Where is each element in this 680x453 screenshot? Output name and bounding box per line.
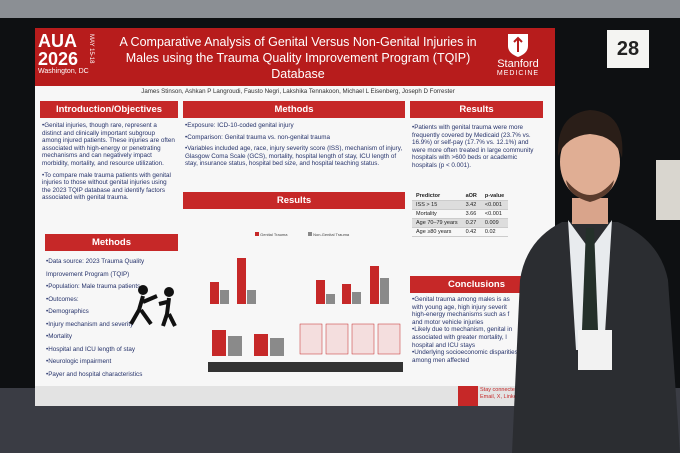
list-item: •Injury mechanism and severity xyxy=(46,320,134,328)
institution-sub: MEDICINE xyxy=(496,70,540,77)
list-item: •Underlying socioeconomic disparities xyxy=(412,349,518,357)
list-item: •Payer and hospital characteristics xyxy=(46,370,143,378)
qr-text: Stay connected – scan Email, X, LinkedIn,… xyxy=(480,387,537,401)
authors: James Stinson, Ashkan P Langroudi, Faust… xyxy=(141,88,455,95)
table-row: Mortality 3.66 <0.001 xyxy=(412,209,509,219)
list-item: •Demographics xyxy=(46,308,89,315)
list-item: high-energy mechanisms such as f xyxy=(412,311,510,319)
section-heading: Introduction/Objectives xyxy=(40,101,178,118)
institution: Stanford MEDICINE xyxy=(486,32,550,77)
table-cell: ISS > 15 xyxy=(412,200,462,210)
poster-header xyxy=(35,28,555,86)
figure-icon xyxy=(129,285,177,327)
table-header: Predictor aOR p-value xyxy=(412,192,509,201)
list-item: hospital and ICU stays xyxy=(412,341,475,349)
legend-item: Non-Genital Trauma xyxy=(308,232,349,237)
list-item: •Data source: 2023 Trauma Quality Improv… xyxy=(46,258,145,278)
list-item: •Likely due to mechanism, genital in xyxy=(412,326,513,334)
poster-title: A Comparative Analysis of Genital Versus… xyxy=(119,35,477,81)
qr-line: Email, X, LinkedIn, and xyxy=(480,394,537,400)
table-cell: Mortality xyxy=(412,209,462,219)
qr-code xyxy=(458,386,478,406)
table-row: Age 70–79 years 0.27 0.009 xyxy=(412,218,509,228)
logo-dates: MAY 15-18 xyxy=(88,34,94,64)
next-poster xyxy=(656,160,680,220)
section-heading: Conclusions xyxy=(410,276,543,293)
table: Predictor aOR p-value ISS > 15 3.42 <0.001 Mor… xyxy=(412,192,509,237)
methods-list: •Data source: 2023 Trauma Quality Improv… xyxy=(46,256,178,381)
qr-line: Stay connected – scan xyxy=(480,387,536,393)
list-item: •Genital trauma among males is as xyxy=(412,296,510,303)
legend-label: Genital Trauma xyxy=(260,232,288,237)
table-cell: <0.001 xyxy=(480,200,509,210)
list-item: •Hospital and ICU length of stay xyxy=(46,345,136,353)
list-item: •Variables included age, race, injury se… xyxy=(185,145,403,168)
table-cell: Age 70–79 years xyxy=(412,218,462,228)
table-cell: 0.009 xyxy=(480,218,509,228)
logo-line: AUA xyxy=(38,31,77,51)
table-row: Age ≥80 years 0.42 0.02 xyxy=(412,227,509,237)
table-row: ISS > 15 3.42 <0.001 xyxy=(412,200,509,210)
list-item: •Neurologic impairment xyxy=(46,358,112,365)
logo: AUA 2026 Washington, DC xyxy=(38,32,89,76)
list-item: among men affected xyxy=(412,356,470,364)
section-heading: Results xyxy=(410,101,543,118)
list-item: and motor vehicle injuries xyxy=(412,318,484,326)
header-cell: Predictor xyxy=(412,192,462,201)
table-cell: 0.27 xyxy=(461,218,481,228)
logo-line: 2026 xyxy=(38,49,79,69)
section-heading: Methods xyxy=(45,234,178,251)
section-heading: Methods xyxy=(183,101,405,118)
results-figures xyxy=(208,258,403,372)
stanford-shield xyxy=(508,34,528,57)
table-cell: 0.02 xyxy=(480,227,509,237)
results-table: Predictor aOR p-value ISS > 15 3.42 <0.001 Mor… xyxy=(412,192,532,237)
poster-footer xyxy=(35,386,555,406)
section-heading: Results xyxy=(183,192,405,209)
methods-list: •Exposure: ICD-10-coded genital injury •C… xyxy=(185,122,403,172)
conclusions-list: •Genital trauma among males is as with yo… xyxy=(412,296,542,364)
institution-name: Stanford xyxy=(497,58,539,70)
paragraph: •Genital injuries, though rare, represen… xyxy=(42,122,175,167)
ceiling xyxy=(0,0,680,18)
results-text: •Patients with genital trauma were more … xyxy=(412,124,534,169)
table-cell: 3.42 xyxy=(461,200,481,210)
presenter xyxy=(512,110,680,453)
intro-text: •Genital injuries, though rare, represen… xyxy=(42,122,176,206)
list-item: •Outcomes: xyxy=(46,295,79,303)
paragraph: •To compare male trauma patients with ge… xyxy=(42,171,171,202)
table-cell: <0.001 xyxy=(480,209,509,219)
list-item: with young age, high injury severit xyxy=(412,303,507,311)
list-item: •Mortality xyxy=(46,333,72,340)
list-item: •Population: Male trauma patients xyxy=(46,283,141,290)
table-cell: Age ≥80 years xyxy=(412,227,462,237)
header-cell: aOR xyxy=(461,192,481,201)
table-cell: 0.42 xyxy=(461,227,481,237)
header-cell: p-value xyxy=(480,192,509,201)
table-cell: 3.66 xyxy=(461,209,481,219)
board-number: 28 xyxy=(607,30,649,68)
list-item: •Comparison: Genital trauma vs. non-geni… xyxy=(185,133,331,141)
logo-city: Washington, DC xyxy=(38,68,89,75)
legend-item: Genital Trauma xyxy=(255,232,287,237)
list-item: •Exposure: ICD-10-coded genital injury xyxy=(185,122,294,129)
legend-label: Non-Genital Trauma xyxy=(313,232,350,237)
list-item: associated with greater mortality, l xyxy=(412,333,507,341)
